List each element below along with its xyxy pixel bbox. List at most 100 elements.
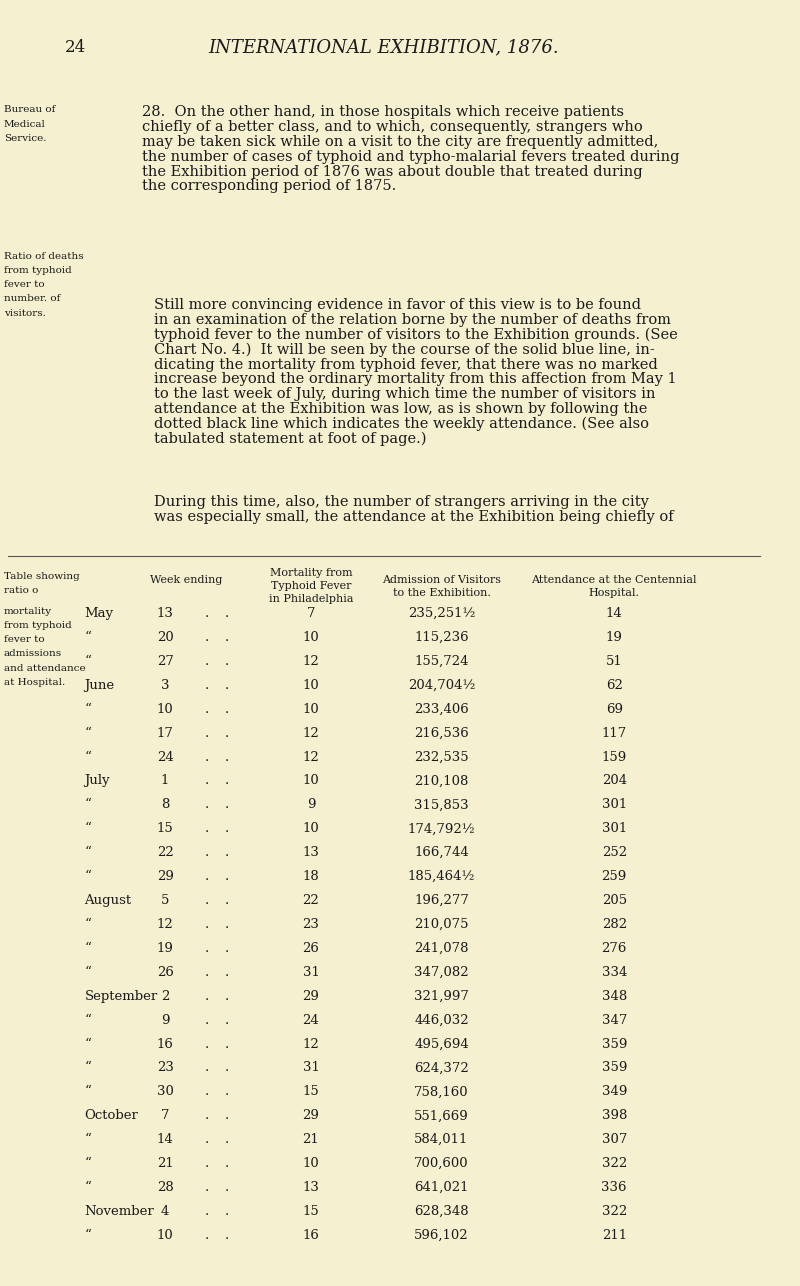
Text: the number of cases of typhoid and typho-malarial fevers treated during: the number of cases of typhoid and typho… xyxy=(142,149,679,163)
Text: .: . xyxy=(224,1085,229,1098)
Text: from typhoid: from typhoid xyxy=(4,266,71,275)
Text: .: . xyxy=(224,702,229,716)
Text: 29: 29 xyxy=(302,1110,319,1123)
Text: “: “ xyxy=(85,1038,91,1051)
Text: 26: 26 xyxy=(157,966,174,979)
Text: 359: 359 xyxy=(602,1061,627,1075)
Text: 495,694: 495,694 xyxy=(414,1038,469,1051)
Text: 322: 322 xyxy=(602,1205,627,1218)
Text: 211: 211 xyxy=(602,1229,627,1242)
Text: .: . xyxy=(205,751,210,764)
Text: .: . xyxy=(224,631,229,644)
Text: .: . xyxy=(205,1229,210,1242)
Text: typhoid fever to the number of visitors to the Exhibition grounds. (See: typhoid fever to the number of visitors … xyxy=(154,328,678,342)
Text: 30: 30 xyxy=(157,1085,174,1098)
Text: .: . xyxy=(205,655,210,667)
Text: “: “ xyxy=(85,655,91,667)
Text: .: . xyxy=(205,799,210,811)
Text: 196,277: 196,277 xyxy=(414,894,469,907)
Text: dotted black line which indicates the weekly attendance. (See also: dotted black line which indicates the we… xyxy=(154,417,649,431)
Text: 259: 259 xyxy=(602,871,627,883)
Text: 15: 15 xyxy=(302,1085,319,1098)
Text: Mortality from: Mortality from xyxy=(270,568,352,579)
Text: 21: 21 xyxy=(157,1157,174,1170)
Text: .: . xyxy=(224,774,229,787)
Text: admissions: admissions xyxy=(4,649,62,658)
Text: 27: 27 xyxy=(157,655,174,667)
Text: 29: 29 xyxy=(302,990,319,1003)
Text: .: . xyxy=(205,607,210,620)
Text: 159: 159 xyxy=(602,751,627,764)
Text: 19: 19 xyxy=(606,631,622,644)
Text: 14: 14 xyxy=(157,1133,174,1146)
Text: dicating the mortality from typhoid fever, that there was no marked: dicating the mortality from typhoid feve… xyxy=(154,358,658,372)
Text: September: September xyxy=(85,990,158,1003)
Text: August: August xyxy=(85,894,131,907)
Text: .: . xyxy=(224,751,229,764)
Text: 13: 13 xyxy=(157,607,174,620)
Text: 347,082: 347,082 xyxy=(414,966,469,979)
Text: 24: 24 xyxy=(157,751,174,764)
Text: .: . xyxy=(224,1061,229,1075)
Text: .: . xyxy=(224,1038,229,1051)
Text: visitors.: visitors. xyxy=(4,309,46,318)
Text: 10: 10 xyxy=(157,1229,174,1242)
Text: 26: 26 xyxy=(302,941,319,955)
Text: .: . xyxy=(205,871,210,883)
Text: fever to: fever to xyxy=(4,635,45,644)
Text: .: . xyxy=(205,894,210,907)
Text: 347: 347 xyxy=(602,1013,627,1026)
Text: to the last week of July, during which time the number of visitors in: to the last week of July, during which t… xyxy=(154,387,655,401)
Text: .: . xyxy=(205,1085,210,1098)
Text: 5: 5 xyxy=(161,894,170,907)
Text: 334: 334 xyxy=(602,966,627,979)
Text: 15: 15 xyxy=(157,822,174,836)
Text: “: “ xyxy=(85,631,91,644)
Text: Medical: Medical xyxy=(4,120,46,129)
Text: “: “ xyxy=(85,871,91,883)
Text: .: . xyxy=(224,1229,229,1242)
Text: 10: 10 xyxy=(302,702,319,716)
Text: 15: 15 xyxy=(302,1205,319,1218)
Text: 641,021: 641,021 xyxy=(414,1181,469,1195)
Text: .: . xyxy=(224,727,229,739)
Text: to the Exhibition.: to the Exhibition. xyxy=(393,588,490,598)
Text: July: July xyxy=(85,774,110,787)
Text: Admission of Visitors: Admission of Visitors xyxy=(382,575,501,585)
Text: ratio o: ratio o xyxy=(4,586,38,595)
Text: 10: 10 xyxy=(302,774,319,787)
Text: Ratio of deaths: Ratio of deaths xyxy=(4,252,83,261)
Text: .: . xyxy=(224,799,229,811)
Text: .: . xyxy=(205,774,210,787)
Text: increase beyond the ordinary mortality from this affection from May 1: increase beyond the ordinary mortality f… xyxy=(154,373,676,386)
Text: at Hospital.: at Hospital. xyxy=(4,678,65,687)
Text: .: . xyxy=(224,679,229,692)
Text: 23: 23 xyxy=(302,918,319,931)
Text: 10: 10 xyxy=(157,702,174,716)
Text: .: . xyxy=(205,1110,210,1123)
Text: 596,102: 596,102 xyxy=(414,1229,469,1242)
Text: .: . xyxy=(224,918,229,931)
Text: 3: 3 xyxy=(161,679,170,692)
Text: 232,535: 232,535 xyxy=(414,751,469,764)
Text: “: “ xyxy=(85,799,91,811)
Text: “: “ xyxy=(85,1085,91,1098)
Text: “: “ xyxy=(85,941,91,955)
Text: .: . xyxy=(224,655,229,667)
Text: 359: 359 xyxy=(602,1038,627,1051)
Text: 9: 9 xyxy=(306,799,315,811)
Text: 2: 2 xyxy=(161,990,170,1003)
Text: 24: 24 xyxy=(66,39,86,55)
Text: .: . xyxy=(205,1133,210,1146)
Text: .: . xyxy=(205,1157,210,1170)
Text: tabulated statement at foot of page.): tabulated statement at foot of page.) xyxy=(154,432,426,446)
Text: .: . xyxy=(224,822,229,836)
Text: in Philadelphia: in Philadelphia xyxy=(269,594,354,604)
Text: 117: 117 xyxy=(602,727,627,739)
Text: 551,669: 551,669 xyxy=(414,1110,469,1123)
Text: 155,724: 155,724 xyxy=(414,655,469,667)
Text: .: . xyxy=(205,1061,210,1075)
Text: 348: 348 xyxy=(602,990,627,1003)
Text: 301: 301 xyxy=(602,822,627,836)
Text: 210,075: 210,075 xyxy=(414,918,469,931)
